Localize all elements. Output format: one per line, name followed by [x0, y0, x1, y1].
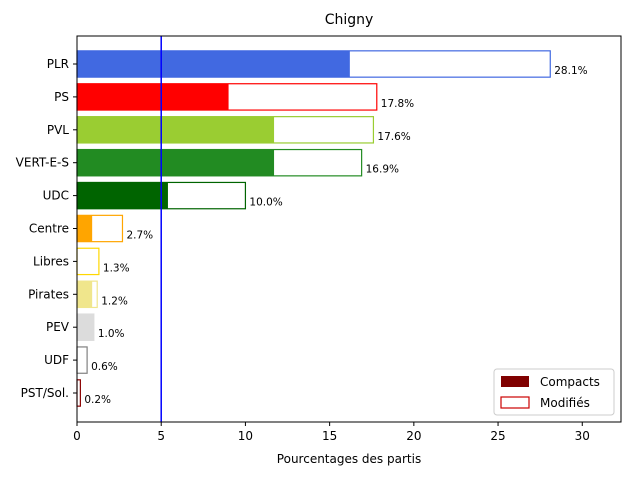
x-axis-title: Pourcentages des partis [277, 452, 421, 466]
data-label: 10.0% [249, 197, 282, 209]
y-tick-label: PS [54, 90, 69, 104]
x-tick-label: 0 [73, 429, 81, 443]
y-axis-ticks: PLR PS PVL VERT-E-S UDC Centre Libres Pirates PE… [16, 57, 77, 400]
legend: Compacts Modifiés [493, 368, 615, 416]
data-label: 1.2% [101, 295, 128, 307]
legend-label: Compacts [540, 375, 600, 389]
x-tick-label: 10 [238, 429, 253, 443]
data-label: 2.7% [126, 230, 153, 242]
y-tick-label: Pirates [28, 287, 69, 301]
y-tick-label: PEV [46, 320, 70, 334]
x-tick-label: 20 [406, 429, 421, 443]
y-tick-label: VERT-E-S [16, 156, 69, 170]
y-tick-label: Libres [33, 254, 69, 268]
y-tick-label: Centre [29, 222, 69, 236]
data-label: 17.6% [377, 131, 410, 143]
data-label: 28.1% [554, 65, 587, 77]
x-tick-label: 15 [322, 429, 337, 443]
plot-frame [76, 35, 622, 423]
bar-compacts [77, 281, 93, 308]
data-label: 17.8% [381, 98, 414, 110]
data-label: 16.9% [366, 164, 399, 176]
bar-compacts [77, 215, 93, 242]
y-tick-label: UDC [43, 189, 69, 203]
bar-modifies [76, 247, 100, 276]
bar-compacts [77, 182, 168, 209]
y-tick-label: PLR [47, 57, 69, 71]
legend-swatch [501, 376, 529, 387]
bar-modifies [76, 346, 88, 374]
legend-swatch [500, 396, 530, 409]
data-label: 1.3% [103, 262, 130, 274]
data-label: 0.6% [91, 361, 118, 373]
y-tick-label: PVL [47, 123, 69, 137]
x-axis-ticks: 0 5 10 15 20 25 30 [73, 422, 590, 443]
data-label: 0.2% [84, 394, 111, 406]
bar-compacts [77, 116, 275, 143]
y-tick-label: PST/Sol. [21, 386, 69, 400]
data-label: 1.0% [98, 328, 125, 340]
bar-compacts [77, 83, 229, 111]
chart-title: Chigny [325, 12, 374, 28]
bar-modifies [76, 379, 81, 407]
legend-label: Modifiés [540, 396, 590, 410]
bars-layer: 28.1% 17.8% 17.6% 16.9% 10.0% 2.7% 1.3% 1.2% 1.0… [76, 50, 588, 407]
x-tick-label: 25 [490, 429, 505, 443]
y-tick-label: UDF [44, 353, 69, 367]
bar-compacts [77, 149, 275, 176]
bar-compacts [77, 50, 350, 78]
x-tick-label: 5 [157, 429, 165, 443]
bar-compacts [77, 314, 94, 341]
x-tick-label: 30 [575, 429, 590, 443]
